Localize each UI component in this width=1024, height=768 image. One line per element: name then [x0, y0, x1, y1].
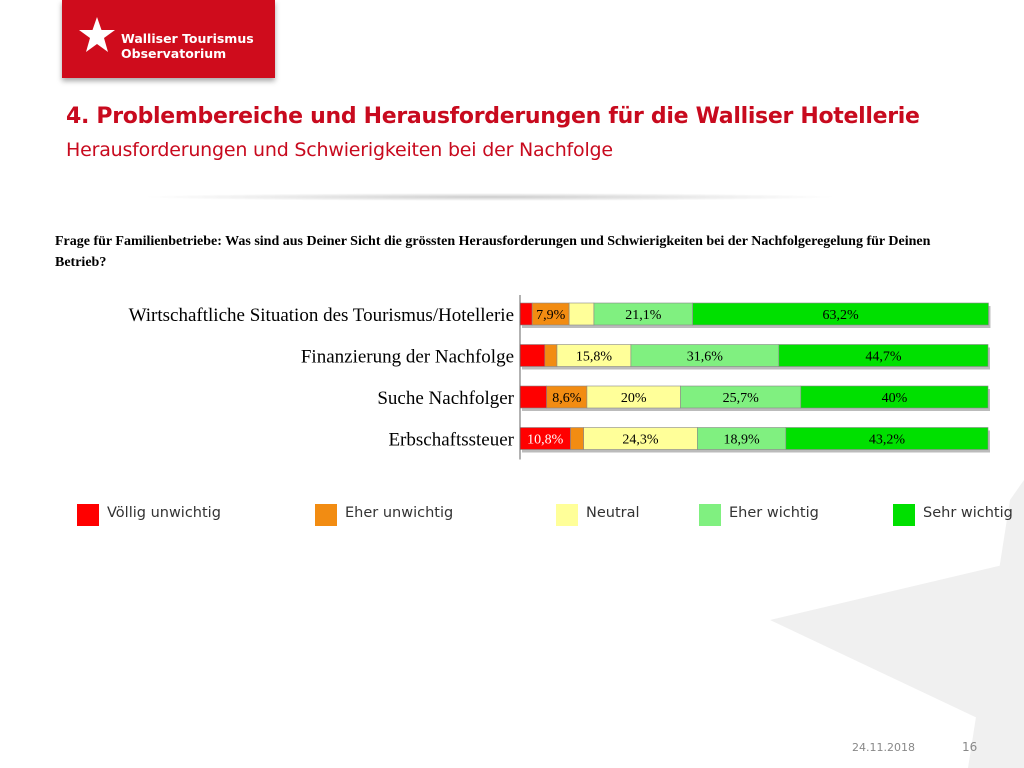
bar-segment [692, 302, 989, 326]
data-label: 31,6% [687, 350, 724, 365]
data-label: 21,1% [625, 308, 662, 323]
legend-label: Eher unwichtig [345, 505, 454, 521]
bar-segment [519, 302, 533, 326]
legend-swatch [315, 504, 337, 526]
legend-swatch [77, 504, 99, 526]
bar-segment [570, 427, 584, 450]
legend-label: Völlig unwichtig [107, 505, 221, 521]
logo: Walliser Tourismus Observatorium [62, 0, 275, 78]
legend-swatch [699, 504, 721, 526]
legend-label: Sehr wichtig [923, 505, 1013, 521]
bar-segment [544, 344, 558, 367]
legend-label: Eher wichtig [729, 505, 819, 521]
data-label: 63,2% [822, 308, 859, 323]
data-label: 40% [882, 391, 908, 406]
data-label: 7,9% [536, 308, 566, 323]
category-label: Wirtschaftliche Situation des Tourismus/… [129, 305, 514, 326]
legend-label: Neutral [586, 505, 640, 521]
bar-segment [519, 344, 546, 367]
bar-segment [800, 385, 989, 409]
category-label: Suche Nachfolger [377, 388, 514, 409]
star-icon [79, 17, 115, 52]
page-number: 16 [962, 740, 978, 754]
category-label: Finanzierung der Nachfolge [301, 347, 514, 368]
data-label: 43,2% [869, 433, 906, 448]
data-label: 8,6% [552, 391, 582, 406]
category-label: Erbschaftssteuer [388, 430, 514, 451]
bar-segment [568, 302, 595, 326]
legend-swatch [893, 504, 915, 526]
footer-date: 24.11.2018 [852, 741, 915, 754]
title-divider [140, 193, 840, 201]
bar-segment [778, 344, 989, 367]
data-label: 44,7% [865, 350, 902, 365]
data-label: 15,8% [576, 350, 613, 365]
bar-segment [519, 385, 547, 409]
data-label: 18,9% [724, 433, 761, 448]
data-label: 25,7% [723, 391, 760, 406]
logo-text: Walliser Tourismus Observatorium [121, 31, 254, 61]
data-label: 24,3% [622, 433, 659, 448]
legend-swatch [556, 504, 578, 526]
logo-line-1: Walliser Tourismus [121, 31, 254, 46]
survey-question: Frage für Familienbetriebe: Was sind aus… [55, 234, 931, 270]
data-label: 10,8% [527, 433, 564, 448]
data-label: 20% [621, 391, 647, 406]
slide-title: 4. Problembereiche und Herausforderungen… [66, 104, 920, 129]
logo-line-2: Observatorium [121, 46, 227, 61]
slide-subtitle: Herausforderungen und Schwierigkeiten be… [66, 139, 613, 161]
bar-segment [785, 427, 989, 450]
